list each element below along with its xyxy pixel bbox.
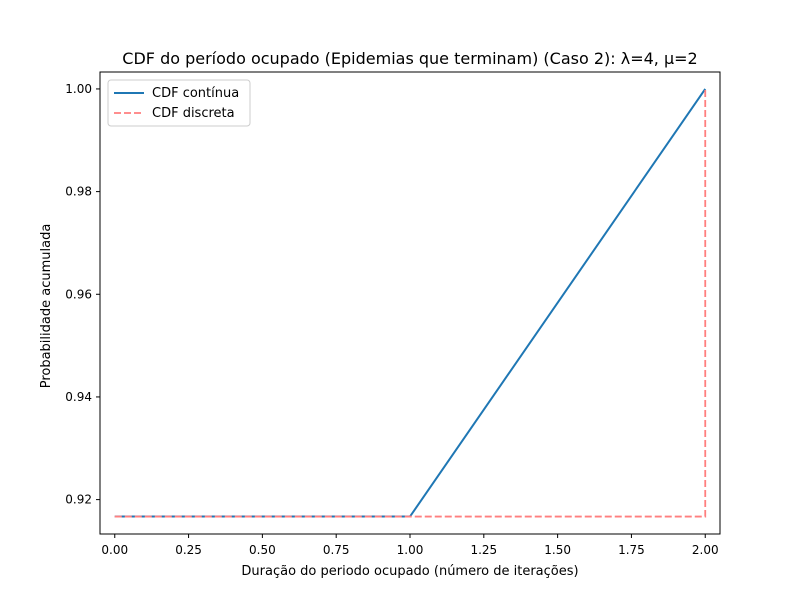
y-tick-label: 0.96 <box>65 287 92 301</box>
x-tick-label: 0.25 <box>175 543 202 557</box>
plot-area <box>114 88 707 518</box>
legend-label-2: CDF discreta <box>152 106 235 121</box>
y-tick-label: 0.98 <box>65 185 92 199</box>
legend-box <box>107 79 251 127</box>
y-tick-label: 0.94 <box>65 390 92 404</box>
y-tick-label: 0.92 <box>65 493 92 507</box>
x-tick-label: 0.00 <box>101 543 128 557</box>
legend-label-1: CDF contínua <box>152 86 239 101</box>
y-axis-label: Probabilidade acumulada <box>39 224 54 389</box>
x-tick-label: 1.00 <box>397 543 424 557</box>
x-tick-label: 0.75 <box>323 543 350 557</box>
x-tick-label: 1.75 <box>618 543 645 557</box>
x-tick-label: 2.00 <box>692 543 719 557</box>
series-line-2 <box>114 88 707 518</box>
x-axis-label: Duração do periodo ocupado (número de it… <box>241 564 578 579</box>
x-tick-label: 0.50 <box>249 543 276 557</box>
y-tick-label: 1.00 <box>65 82 92 96</box>
legend: CDF contínua CDF discreta <box>107 79 251 127</box>
x-tick-label: 1.25 <box>470 543 497 557</box>
axes: 0.00 0.25 0.50 0.75 1.00 1.25 1.50 1.75 2.00 0.92… <box>65 71 721 557</box>
x-tick-label: 1.50 <box>544 543 571 557</box>
chart-title: CDF do período ocupado (Epidemias que te… <box>122 49 697 68</box>
